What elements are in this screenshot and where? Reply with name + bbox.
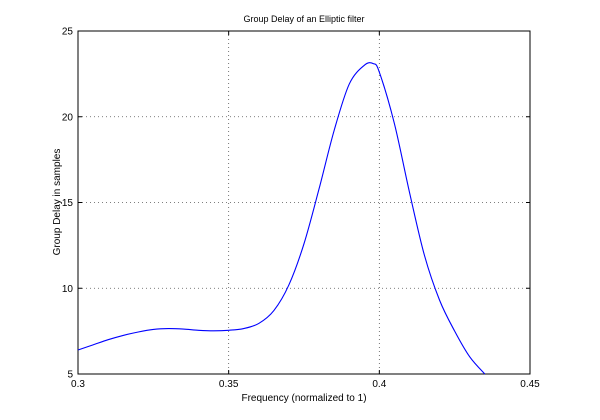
y-tick-label: 20: [62, 112, 74, 123]
y-tick-label: 25: [62, 27, 74, 38]
y-tick-label: 10: [62, 284, 74, 295]
x-tick-label: 0.45: [520, 379, 540, 390]
y-tick-label: 5: [67, 370, 73, 381]
axis-ticks: 0.3 0.35 0.4 0.45 5 10 15 20 25: [62, 27, 540, 391]
x-tick-label: 0.3: [71, 379, 85, 390]
series-layer: [77, 62, 486, 375]
group-delay-line: [77, 62, 486, 375]
grid: [78, 31, 530, 374]
x-tick-label: 0.35: [219, 379, 239, 390]
x-axis-label: Frequency (normalized to 1): [241, 393, 366, 404]
y-tick-label: 15: [62, 198, 74, 209]
chart-title: Group Delay of an Elliptic filter: [243, 14, 364, 24]
x-tick-label: 0.4: [372, 379, 386, 390]
y-axis-label: Group Delay in samples: [52, 149, 63, 256]
